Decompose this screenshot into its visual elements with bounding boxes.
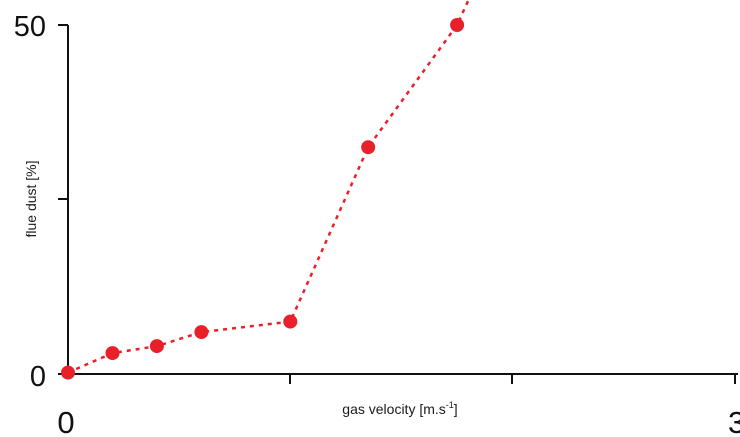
y-tick-label-bottom: 0 [30,361,46,393]
x-axis-title-main: gas velocity [m.s [342,401,445,417]
x-axis-title-suffix: ] [454,401,458,417]
data-point-3 [194,325,209,340]
series-layer [61,0,470,380]
data-point-2 [149,339,164,354]
series-line-0 [67,0,470,374]
axes [58,24,738,384]
data-point-0 [61,365,75,380]
x-axis-title: gas velocity [m.s-1] [342,400,457,417]
y-tick-label-top: 50 [14,11,46,43]
data-point-6 [450,18,465,32]
data-point-4 [283,314,298,329]
x-axis-title-superscript: -1 [446,400,454,410]
x-tick-label-left: 0 [57,405,74,437]
y-axis-title: flue dust [%] [23,160,39,237]
data-point-1 [105,346,120,361]
data-point-5 [361,140,376,155]
x-tick-label-right: 3 [728,405,740,437]
